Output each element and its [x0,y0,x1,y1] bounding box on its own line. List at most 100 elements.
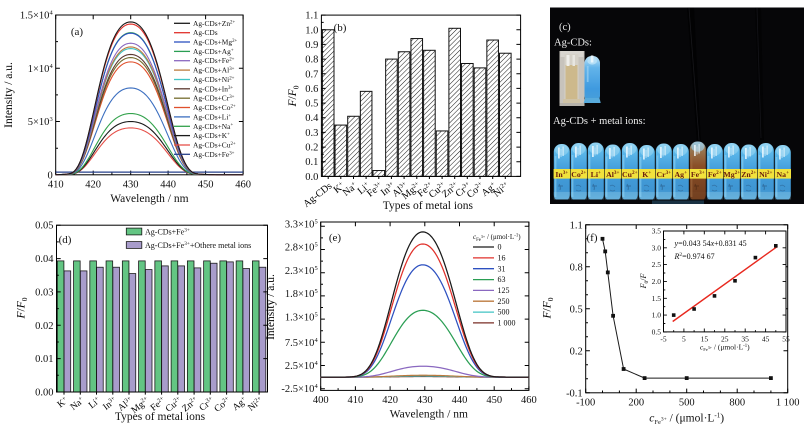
svg-text:500: 500 [498,308,510,317]
svg-text:(d): (d) [59,234,72,246]
svg-text:Ag-CDs+Li+: Ag-CDs+Li+ [193,112,231,121]
svg-text:410: 410 [48,179,64,190]
svg-text:0.3: 0.3 [305,128,318,139]
svg-text:Intensity / a.u.: Intensity / a.u. [265,274,277,340]
svg-text:2.5: 2.5 [652,260,662,269]
svg-text:1 000: 1 000 [498,319,516,328]
svg-text:25: 25 [721,334,729,343]
svg-text:7.5×104: 7.5×104 [285,337,319,349]
svg-text:Ag+: Ag+ [675,170,688,179]
svg-text:0.7: 0.7 [305,69,318,80]
svg-text:450: 450 [486,395,502,406]
svg-text:Cr3+: Cr3+ [656,170,671,179]
svg-text:1.1: 1.1 [305,11,318,22]
svg-text:5×103: 5×103 [28,116,53,128]
svg-text:1.8×105: 1.8×105 [285,288,318,300]
svg-text:0.8: 0.8 [305,55,318,66]
svg-text:3.5: 3.5 [652,227,662,236]
svg-text:15: 15 [701,334,709,343]
svg-text:200: 200 [628,397,644,408]
svg-text:0.02: 0.02 [35,321,53,332]
svg-text:450: 450 [198,179,214,190]
svg-text:0.1: 0.1 [305,157,318,168]
svg-text:430: 430 [417,395,433,406]
svg-text:Fe3+: Fe3+ [691,170,705,179]
svg-text:0.4: 0.4 [305,113,319,124]
svg-text:55: 55 [782,334,790,343]
svg-text:440: 440 [160,179,176,190]
svg-text:Zn2+: Zn2+ [741,170,756,179]
svg-text:2.3×105: 2.3×105 [285,265,318,277]
svg-text:Ag-CDs+Cr3+: Ag-CDs+Cr3+ [193,94,235,103]
svg-text:0.04: 0.04 [35,254,54,265]
svg-text:In3+: In3+ [555,170,568,179]
svg-text:0.6: 0.6 [305,84,318,95]
svg-text:cFe3+ / (μmol·L-1): cFe3+ / (μmol·L-1) [649,412,724,427]
svg-text:0.0: 0.0 [305,172,318,183]
svg-text:y=0.043 54x+0.831 45: y=0.043 54x+0.831 45 [674,239,747,248]
svg-text:0.03: 0.03 [35,287,53,298]
svg-text:Ag-CDs+Na+: Ag-CDs+Na+ [193,122,233,131]
svg-text:Ag-CDs+Mg2+: Ag-CDs+Mg2+ [193,38,238,47]
svg-text:(e): (e) [329,232,342,244]
svg-text:F0/F: F0/F [639,274,650,290]
svg-text:1.3×105: 1.3×105 [285,311,318,323]
svg-text:Na+: Na+ [777,170,790,179]
svg-text:-0.1: -0.1 [566,388,583,399]
svg-text:Fe2+: Fe2+ [708,170,722,179]
svg-text:400: 400 [313,395,329,406]
svg-text:Ag-CDs+Zn2+: Ag-CDs+Zn2+ [193,19,235,28]
svg-text:2.5×104: 2.5×104 [285,360,319,372]
svg-text:460: 460 [235,179,251,190]
svg-text:35: 35 [741,334,749,343]
svg-text:0.00: 0.00 [35,388,53,399]
svg-text:Ag-CDs+Fe3+: Ag-CDs+Fe3+ [193,150,235,159]
svg-text:Ag-CDs+Al3+: Ag-CDs+Al3+ [193,66,235,75]
svg-text:Ni2+: Ni2+ [759,170,772,179]
svg-text:(c): (c) [559,22,571,33]
svg-text:0: 0 [498,243,502,252]
svg-text:63: 63 [498,275,506,284]
svg-text:-100: -100 [576,397,595,408]
svg-text:16: 16 [498,253,506,262]
svg-text:Ag-CDs+Co2+: Ag-CDs+Co2+ [193,103,236,112]
svg-text:3.3×105: 3.3×105 [285,219,318,231]
svg-text:Ag-CDs: Ag-CDs [193,28,218,37]
svg-text:F/F0: F/F0 [287,85,301,107]
svg-text:R2=0.974 67: R2=0.974 67 [674,252,715,261]
svg-text:Al3+: Al3+ [606,170,619,179]
svg-text:(f): (f) [587,232,598,244]
svg-text:Ag-CDs + metal ions:: Ag-CDs + metal ions: [553,116,646,127]
svg-text:0.2: 0.2 [570,346,583,357]
svg-text:Wavelength / nm: Wavelength / nm [110,193,188,205]
svg-text:1.1: 1.1 [570,220,583,231]
svg-text:420: 420 [85,179,101,190]
svg-text:0.05: 0.05 [35,221,53,232]
svg-text:Types of metal ions: Types of metal ions [383,200,474,212]
svg-text:0.5: 0.5 [652,328,662,337]
svg-text:1.5: 1.5 [652,294,662,303]
svg-text:45: 45 [762,334,770,343]
svg-text:430: 430 [123,179,139,190]
svg-text:1.5×104: 1.5×104 [20,10,54,22]
svg-text:0.9: 0.9 [305,40,318,51]
svg-text:Ag-CDs+Fe2+: Ag-CDs+Fe2+ [193,56,235,65]
svg-text:cFe3+ / (μmol·L-1): cFe3+ / (μmol·L-1) [473,233,521,243]
svg-text:Ag-CDs+K+: Ag-CDs+K+ [193,131,230,140]
svg-text:Ag-CDs+Ni2+: Ag-CDs+Ni2+ [193,75,235,84]
svg-text:1.0: 1.0 [305,25,318,36]
svg-text:0.01: 0.01 [35,354,53,365]
svg-text:1×104: 1×104 [28,63,54,75]
svg-text:Cu2+: Cu2+ [622,170,638,179]
svg-text:1.0: 1.0 [652,311,662,320]
svg-text:Intensity / a.u.: Intensity / a.u. [3,62,15,128]
svg-text:Types of metal ions: Types of metal ions [115,411,206,423]
svg-text:0.8: 0.8 [570,262,583,273]
svg-text:Ag-CDs+Ag+: Ag-CDs+Ag+ [193,47,234,56]
svg-text:800: 800 [729,397,745,408]
svg-text:Ag-CDs:: Ag-CDs: [554,38,592,49]
svg-text:3.0: 3.0 [652,243,662,252]
svg-text:Wavelength / nm: Wavelength / nm [390,408,468,420]
svg-text:Mg2+: Mg2+ [723,170,740,179]
svg-text:F/F0: F/F0 [16,297,30,319]
